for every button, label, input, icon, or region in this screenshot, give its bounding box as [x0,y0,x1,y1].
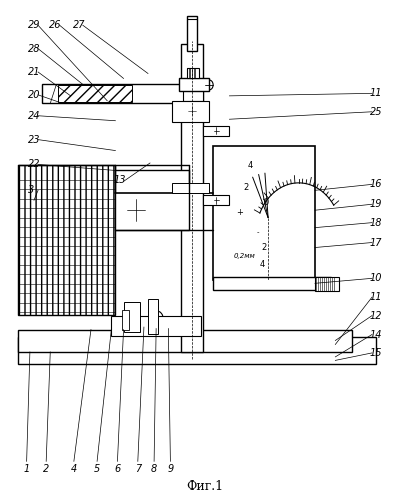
Bar [123,302,139,332]
Bar [148,298,158,334]
Text: 29: 29 [28,20,40,30]
Bar [202,126,229,136]
Text: 13: 13 [113,176,126,186]
Bar [186,16,196,51]
Bar [115,170,188,230]
Bar [111,316,200,336]
Text: 6: 6 [114,464,120,474]
Text: 22: 22 [28,160,40,170]
Text: 19: 19 [369,200,381,209]
Text: 17: 17 [369,238,381,248]
Text: 3: 3 [28,186,34,196]
Text: 16: 16 [369,180,381,190]
Bar [178,78,209,91]
Text: 12: 12 [369,310,381,320]
Text: Фиг.1: Фиг.1 [186,480,223,492]
Bar [180,44,202,352]
Text: 8: 8 [151,464,157,474]
Text: 2: 2 [243,184,248,192]
Bar [18,337,375,364]
Bar [121,310,128,330]
Text: 25: 25 [369,107,381,117]
Text: 18: 18 [369,218,381,228]
Text: 0,2мм: 0,2мм [233,253,255,259]
Bar [172,101,209,121]
Bar [18,330,351,352]
Text: 26: 26 [49,20,62,30]
Text: 27: 27 [72,20,85,30]
Bar [18,166,115,314]
Circle shape [265,215,270,220]
Bar [186,68,198,78]
Text: -: - [256,230,258,235]
Text: +: + [236,208,243,217]
Text: 9: 9 [167,464,173,474]
Text: 1: 1 [23,464,30,474]
Bar [213,278,330,290]
Text: 2: 2 [261,243,266,252]
Bar [42,84,188,103]
Text: 24: 24 [28,111,40,120]
Text: 5: 5 [94,464,100,474]
Text: 4: 4 [259,260,264,270]
Text: 4: 4 [71,464,77,474]
Bar [213,146,314,280]
Text: 7: 7 [134,464,141,474]
Text: 11: 11 [369,88,381,99]
Text: 15: 15 [369,348,381,358]
Text: 23: 23 [28,134,40,144]
Bar [314,277,339,291]
Text: 4: 4 [247,161,252,170]
Bar [182,87,202,101]
Bar [58,86,131,102]
Text: 2: 2 [43,464,49,474]
Text: 0: 0 [263,198,268,207]
Text: 21: 21 [28,67,40,77]
Text: 20: 20 [28,90,40,100]
Bar [172,183,209,193]
Text: 14: 14 [369,330,381,340]
Bar [202,196,229,205]
Text: 11: 11 [369,292,381,302]
Text: 10: 10 [369,274,381,283]
Text: 28: 28 [28,44,40,54]
